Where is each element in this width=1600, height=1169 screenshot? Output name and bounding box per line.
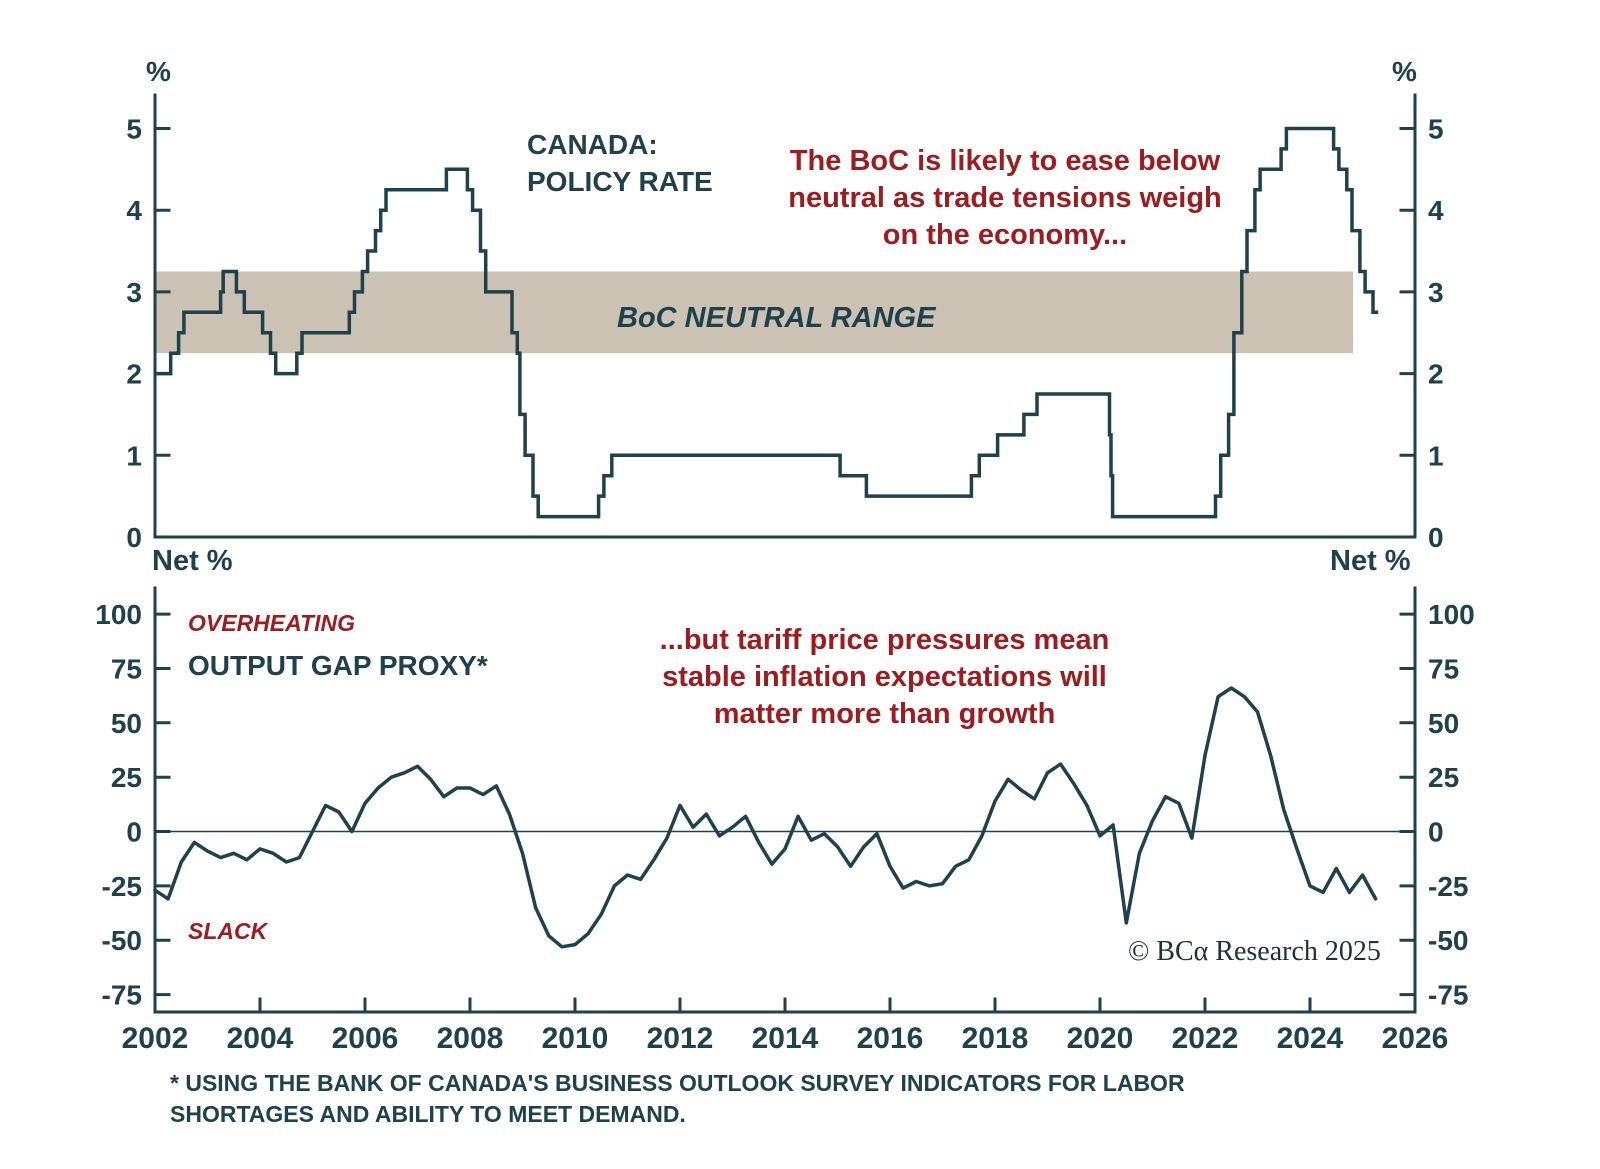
y-tick-label: 4: [126, 195, 142, 226]
y-tick-label: 0: [126, 817, 142, 848]
neutral-range-label: BoC NEUTRAL RANGE: [617, 302, 936, 334]
bca-research-copyright: © BCα Research 2025: [1128, 936, 1381, 967]
x-tick-label: 2002: [122, 1022, 189, 1055]
policy-rate-line: [155, 126, 1379, 519]
x-tick-label: 2006: [332, 1022, 399, 1055]
y-tick-label: -25: [102, 871, 142, 902]
y-tick-label: 5: [126, 114, 142, 145]
x-tick-label: 2026: [1382, 1022, 1449, 1055]
y-tick-label: 100: [1428, 599, 1475, 630]
top-chart-title: CANADA: POLICY RATE: [527, 129, 713, 197]
overheating-label: OVERHEATING: [188, 610, 355, 636]
x-tick-label: 2018: [962, 1022, 1029, 1055]
y-tick-label: 0: [1428, 817, 1444, 848]
x-tick-label: 2008: [437, 1022, 504, 1055]
y-tick-label: -50: [1428, 925, 1468, 956]
y-tick-label: -75: [1428, 980, 1468, 1011]
output-gap-line: [153, 686, 1378, 949]
y-tick-label: 0: [126, 522, 142, 553]
y-tick-label: -50: [102, 925, 142, 956]
y-tick-label: 75: [1428, 654, 1459, 685]
bottom-left-unit-label: Net %: [152, 545, 233, 577]
y-tick-label: 1: [126, 440, 142, 471]
bottom-right-unit-label: Net %: [1330, 545, 1411, 577]
y-tick-label: 75: [111, 654, 142, 685]
y-tick-label: -75: [102, 980, 142, 1011]
y-tick-label: 5: [1428, 114, 1444, 145]
y-tick-label: 2: [126, 359, 142, 390]
x-tick-label: 2020: [1067, 1022, 1134, 1055]
y-tick-label: 3: [1428, 277, 1444, 308]
y-tick-label: 25: [1428, 762, 1459, 793]
y-tick-label: -25: [1428, 871, 1468, 902]
x-tick-label: 2014: [752, 1022, 819, 1055]
slack-label: SLACK: [188, 918, 268, 944]
x-tick-label: 2022: [1172, 1022, 1239, 1055]
x-tick-label: 2004: [227, 1022, 294, 1055]
footnote: * USING THE BANK OF CANADA'S BUSINESS OU…: [170, 1070, 1185, 1127]
bottom-chart-title: OUTPUT GAP PROXY*: [188, 650, 488, 681]
y-tick-label: 0: [1428, 522, 1444, 553]
top-right-unit-label: %: [1392, 56, 1417, 87]
y-tick-label: 3: [126, 277, 142, 308]
top-annotation: The BoC is likely to ease below neutral …: [788, 145, 1222, 251]
x-tick-label: 2016: [857, 1022, 924, 1055]
y-tick-label: 100: [95, 599, 142, 630]
y-tick-label: 50: [111, 708, 142, 739]
x-tick-label: 2012: [647, 1022, 714, 1055]
y-tick-label: 25: [111, 762, 142, 793]
x-tick-label: 2010: [542, 1022, 609, 1055]
y-tick-label: 50: [1428, 708, 1459, 739]
x-tick-label: 2024: [1277, 1022, 1344, 1055]
y-tick-label: 1: [1428, 440, 1444, 471]
y-tick-label: 2: [1428, 359, 1444, 390]
bottom-annotation: ...but tariff price pressures mean stabl…: [659, 624, 1110, 730]
y-tick-label: 4: [1428, 195, 1444, 226]
top-left-unit-label: %: [146, 56, 171, 87]
